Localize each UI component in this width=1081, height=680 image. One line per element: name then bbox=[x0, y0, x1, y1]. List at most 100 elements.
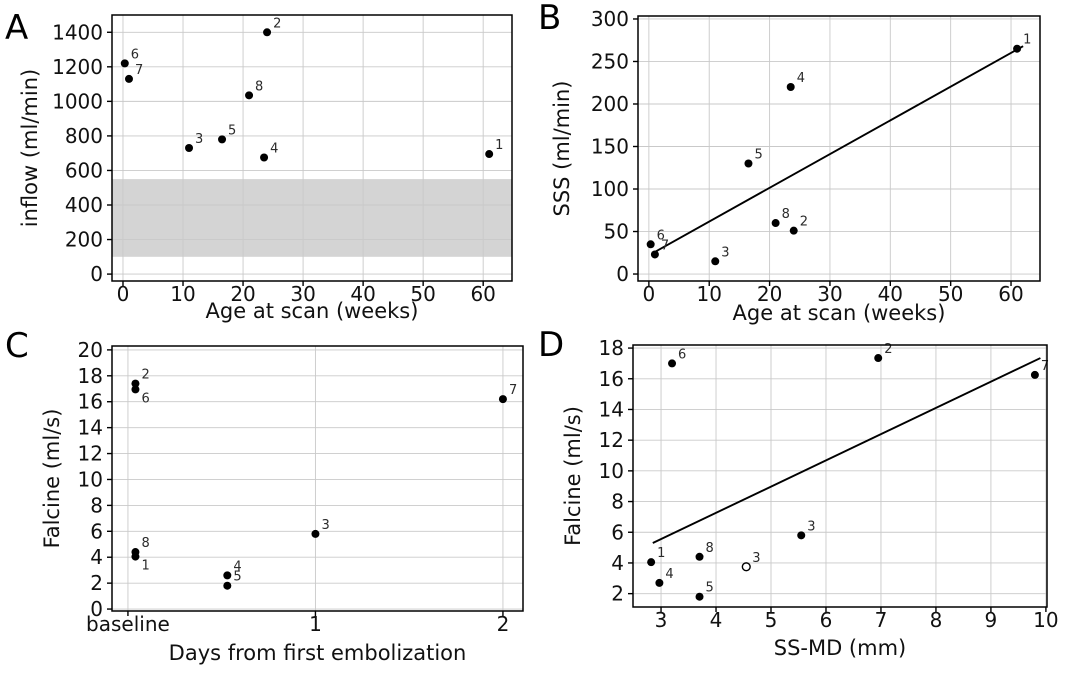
data-point-3 bbox=[797, 531, 806, 540]
x-tick-label: baseline bbox=[86, 612, 170, 636]
x-tick-label: 10 bbox=[170, 282, 195, 306]
plot-border bbox=[637, 15, 1041, 282]
y-tick-label: 50 bbox=[604, 220, 629, 244]
point-label-1: 1 bbox=[141, 559, 149, 574]
point-label-7: 7 bbox=[661, 238, 669, 253]
data-point-6 bbox=[646, 240, 655, 249]
reference-band bbox=[112, 179, 512, 257]
data-point-2 bbox=[131, 379, 140, 388]
y-tick-label: 8 bbox=[611, 490, 624, 514]
x-tick-label: 4 bbox=[710, 608, 723, 632]
y-tick-label: 20 bbox=[78, 338, 103, 362]
x-tick-label: 1 bbox=[309, 612, 322, 636]
y-tick-label: 400 bbox=[65, 193, 103, 217]
y-tick-label: 600 bbox=[65, 158, 103, 182]
y-tick-label: 6 bbox=[90, 519, 103, 543]
point-label-2: 2 bbox=[884, 342, 892, 357]
y-tick-label: 16 bbox=[78, 390, 103, 414]
y-tick-label: 12 bbox=[599, 428, 624, 452]
point-label-3: 3 bbox=[721, 245, 729, 260]
x-tick-label: 10 bbox=[696, 282, 721, 306]
x-tick-label: 20 bbox=[757, 282, 782, 306]
data-point-5 bbox=[218, 135, 227, 144]
x-tick-label: 9 bbox=[985, 608, 998, 632]
data-point-4 bbox=[223, 571, 232, 580]
point-label-7: 7 bbox=[1041, 359, 1049, 374]
data-point-6 bbox=[120, 59, 129, 68]
data-point-6 bbox=[668, 359, 677, 368]
data-point-2 bbox=[874, 354, 883, 363]
y-tick-label: 6 bbox=[611, 520, 624, 544]
point-label-4: 4 bbox=[270, 142, 278, 157]
y-tick-label: 200 bbox=[65, 228, 103, 252]
y-axis-label: Falcine (ml/s) bbox=[561, 406, 585, 546]
y-tick-label: 800 bbox=[65, 124, 103, 148]
x-tick-label: 50 bbox=[410, 282, 435, 306]
y-tick-label: 8 bbox=[90, 493, 103, 517]
x-tick-label: 60 bbox=[998, 282, 1023, 306]
point-label-5: 5 bbox=[754, 148, 762, 163]
y-tick-label: 18 bbox=[599, 336, 624, 360]
point-label-5: 5 bbox=[228, 123, 236, 138]
data-point-8 bbox=[695, 552, 704, 561]
x-axis-label: Age at scan (weeks) bbox=[733, 301, 946, 325]
data-point-8 bbox=[771, 219, 780, 228]
data-point-1 bbox=[647, 558, 656, 567]
data-point-2 bbox=[789, 226, 798, 235]
point-label-4: 4 bbox=[665, 567, 673, 582]
point-label-1: 1 bbox=[657, 546, 665, 561]
panel-label-c: C bbox=[5, 326, 29, 366]
y-tick-label: 2 bbox=[611, 582, 624, 606]
y-tick-label: 0 bbox=[90, 262, 103, 286]
x-tick-label: 8 bbox=[930, 608, 943, 632]
y-tick-label: 100 bbox=[591, 177, 629, 201]
plot-border bbox=[111, 345, 524, 612]
x-tick-label: 40 bbox=[350, 282, 375, 306]
data-point-4 bbox=[260, 153, 269, 162]
regression-line bbox=[654, 45, 1024, 253]
y-tick-label: 0 bbox=[616, 262, 629, 286]
y-tick-label: 18 bbox=[78, 364, 103, 388]
y-tick-label: 14 bbox=[599, 397, 624, 421]
x-tick-label: 6 bbox=[820, 608, 833, 632]
point-label-4: 4 bbox=[797, 71, 805, 86]
panel-label-a: A bbox=[5, 8, 29, 48]
x-tick-label: 2 bbox=[497, 612, 510, 636]
data-point-5 bbox=[223, 581, 232, 590]
point-label-8: 8 bbox=[141, 536, 149, 551]
data-point-4 bbox=[786, 82, 795, 91]
plot-border bbox=[632, 344, 1048, 608]
y-tick-label: 14 bbox=[78, 416, 103, 440]
point-label-5: 5 bbox=[233, 570, 241, 585]
point-label-3: 3 bbox=[195, 132, 203, 147]
point-label-8: 8 bbox=[782, 207, 790, 222]
point-label-3: 3 bbox=[807, 519, 815, 534]
point-label-1: 1 bbox=[1023, 33, 1031, 48]
data-point-5 bbox=[695, 592, 704, 601]
y-tick-label: 4 bbox=[611, 551, 624, 575]
y-axis-label: Falcine (ml/s) bbox=[40, 409, 64, 549]
data-point-5 bbox=[744, 159, 753, 168]
x-tick-label: 30 bbox=[290, 282, 315, 306]
data-point-7 bbox=[498, 395, 507, 404]
point-label-6: 6 bbox=[141, 391, 149, 406]
x-tick-label: 40 bbox=[878, 282, 903, 306]
point-label-1: 1 bbox=[495, 138, 503, 153]
point-label-8: 8 bbox=[706, 541, 714, 556]
x-tick-label: 0 bbox=[642, 282, 655, 306]
x-tick-label: 3 bbox=[655, 608, 668, 632]
x-tick-label: 7 bbox=[875, 608, 888, 632]
point-label-6: 6 bbox=[678, 347, 686, 362]
x-tick-label: 20 bbox=[230, 282, 255, 306]
y-tick-label: 10 bbox=[599, 459, 624, 483]
panel-label-d: D bbox=[538, 325, 565, 365]
y-tick-label: 150 bbox=[591, 135, 629, 159]
regression-line bbox=[652, 357, 1041, 544]
point-label-2: 2 bbox=[141, 368, 149, 383]
data-point-1 bbox=[485, 150, 494, 159]
data-point-1 bbox=[131, 552, 140, 561]
y-axis-label: inflow (ml/min) bbox=[18, 69, 42, 227]
data-point-1 bbox=[1013, 44, 1022, 53]
